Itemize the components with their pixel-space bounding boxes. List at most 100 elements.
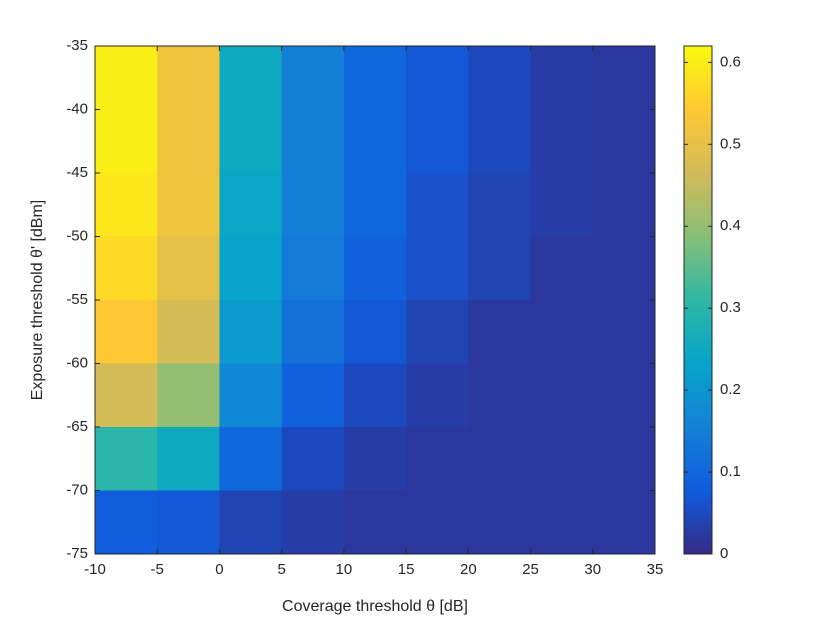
heat-cell <box>281 300 345 364</box>
heat-cell <box>219 300 283 364</box>
heat-cell <box>157 363 220 428</box>
heat-cell <box>406 300 469 364</box>
heat-cell <box>530 173 594 237</box>
heat-cell <box>343 236 407 301</box>
heat-cell <box>468 300 532 364</box>
x-tick-label: 15 <box>398 561 415 578</box>
heat-cell <box>530 300 594 364</box>
heat-cell <box>592 300 656 364</box>
colorbar-tick-label: 0 <box>720 545 728 562</box>
x-tick-label: 30 <box>584 561 601 578</box>
y-tick-label: -70 <box>66 481 88 498</box>
heat-cell <box>406 490 469 555</box>
heat-cell <box>592 173 656 237</box>
x-tick-label: 25 <box>522 561 539 578</box>
heat-cell <box>281 109 345 174</box>
heat-cell <box>343 173 407 237</box>
heat-cell <box>406 46 469 110</box>
y-tick-label: -60 <box>66 354 88 371</box>
y-tick-label: -65 <box>66 418 88 435</box>
heat-cell <box>95 490 158 555</box>
heat-cell <box>530 490 594 555</box>
x-tick-label: -10 <box>84 561 106 578</box>
heat-cell <box>592 46 656 110</box>
heat-cell <box>343 490 407 555</box>
heat-cell <box>95 173 158 237</box>
heat-cell <box>468 236 532 301</box>
colorbar-tick-label: 0.6 <box>720 53 741 70</box>
heat-cell <box>219 109 283 174</box>
heat-cell <box>530 46 594 110</box>
heat-cell <box>219 46 283 110</box>
x-tick-label: 20 <box>460 561 477 578</box>
heat-cell <box>95 427 158 491</box>
x-tick-label: -5 <box>151 561 164 578</box>
heat-cell <box>592 236 656 301</box>
heat-cell <box>157 236 220 301</box>
heat-cell <box>219 490 283 555</box>
heat-cell <box>157 300 220 364</box>
x-tick-label: 0 <box>215 561 223 578</box>
colorbar-tick-label: 0.5 <box>720 135 741 152</box>
heat-cell <box>95 300 158 364</box>
heat-cell <box>219 363 283 428</box>
y-tick-label: -75 <box>66 545 88 562</box>
heat-cell <box>406 173 469 237</box>
heat-cell <box>406 236 469 301</box>
x-tick-label: 10 <box>336 561 353 578</box>
y-tick-label: -55 <box>66 291 88 308</box>
y-tick-label: -50 <box>66 227 88 244</box>
heat-cell <box>343 427 407 491</box>
x-tick-label: 35 <box>647 561 664 578</box>
heat-cell <box>157 109 220 174</box>
heat-cell <box>157 46 220 110</box>
heat-cell <box>592 490 656 555</box>
y-tick-label: -45 <box>66 164 88 181</box>
heat-cell <box>281 173 345 237</box>
heat-cell <box>406 109 469 174</box>
heat-cell <box>406 427 469 491</box>
y-axis-label: Exposure threshold θ' [dBm] <box>29 200 46 401</box>
heat-cell <box>157 490 220 555</box>
colorbar-tick-label: 0.3 <box>720 299 741 316</box>
heat-cell <box>406 363 469 428</box>
y-tick-label: -40 <box>66 100 88 117</box>
heat-cell <box>281 427 345 491</box>
heat-cell <box>468 427 532 491</box>
heat-cell <box>95 109 158 174</box>
heat-cell <box>281 490 345 555</box>
y-tick-label: -35 <box>66 37 88 54</box>
heat-cell <box>157 173 220 237</box>
heat-cell <box>281 46 345 110</box>
heat-cell <box>468 490 532 555</box>
heat-cell <box>95 363 158 428</box>
x-axis-label: Coverage threshold θ [dB] <box>282 598 468 615</box>
heat-cell <box>219 173 283 237</box>
heat-cell <box>343 300 407 364</box>
heat-cell <box>343 46 407 110</box>
x-tick-label: 5 <box>277 561 285 578</box>
heat-cell <box>343 109 407 174</box>
heat-cell <box>468 109 532 174</box>
heat-cell <box>281 363 345 428</box>
heat-cell <box>530 109 594 174</box>
heat-cell <box>219 236 283 301</box>
heat-cell <box>592 427 656 491</box>
heat-cell <box>530 363 594 428</box>
heat-cell <box>343 363 407 428</box>
heat-cell <box>530 236 594 301</box>
heat-cell <box>592 363 656 428</box>
heat-cell <box>468 173 532 237</box>
heat-cell <box>468 46 532 110</box>
colorbar <box>683 45 713 555</box>
heat-cell <box>530 427 594 491</box>
heat-cell <box>281 236 345 301</box>
heat-cell <box>468 363 532 428</box>
heat-cell <box>592 109 656 174</box>
heat-cell <box>95 46 158 110</box>
heat-cell <box>219 427 283 491</box>
colorbar-tick-label: 0.1 <box>720 463 741 480</box>
heat-cell <box>157 427 220 491</box>
heat-cell <box>95 236 158 301</box>
